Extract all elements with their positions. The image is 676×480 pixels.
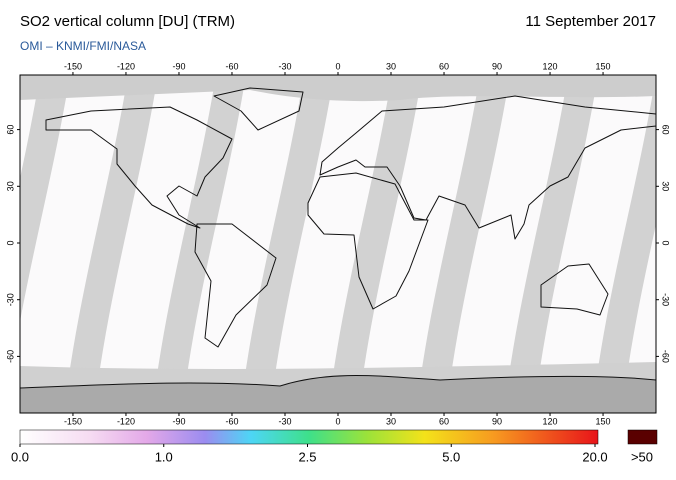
orbit-gap [20, 75, 70, 322]
colorbar-label: 5.0 [442, 449, 460, 464]
lon-label-bottom: -90 [172, 416, 185, 426]
south-america [194, 223, 277, 348]
orbit-gap [64, 75, 158, 413]
orbit-gap [328, 75, 422, 413]
lon-label-top: 150 [596, 61, 611, 71]
lon-label-top: -60 [225, 61, 238, 71]
colorbar-label: 0.0 [11, 449, 29, 464]
colorbar [19, 429, 599, 445]
lon-label-bottom: 120 [543, 416, 558, 426]
lon-label-top: -30 [278, 61, 291, 71]
lat-label-left: 60 [5, 125, 15, 135]
map [20, 75, 656, 413]
lon-label-bottom: 30 [386, 416, 396, 426]
lon-label-bottom: -150 [64, 416, 82, 426]
africa [307, 172, 429, 310]
australia [540, 263, 609, 316]
eurasia [319, 95, 656, 240]
lon-label-top: 0 [335, 61, 340, 71]
orbit-gap [240, 75, 334, 413]
orbit-gap [592, 75, 656, 413]
lon-label-top: -150 [64, 61, 82, 71]
credit: OMI – KNMI/FMI/NASA [20, 39, 146, 53]
date: 11 September 2017 [525, 13, 656, 30]
lon-label-bottom: 150 [596, 416, 611, 426]
lon-label-top: -120 [117, 61, 135, 71]
lat-label-right: 60 [661, 125, 671, 135]
lon-label-top: 120 [543, 61, 558, 71]
orbit-gap [504, 75, 598, 413]
polar-gap-north [20, 75, 656, 102]
lon-label-top: 90 [492, 61, 502, 71]
colorbar-label: 1.0 [155, 449, 173, 464]
orbit-gap [152, 75, 246, 413]
lat-label-left: 0 [5, 240, 15, 245]
lon-label-bottom: -60 [225, 416, 238, 426]
lon-label-top: -90 [172, 61, 185, 71]
lat-label-right: -60 [661, 350, 671, 363]
colorbar-label: 20.0 [582, 449, 607, 464]
north-america [45, 106, 233, 229]
lat-label-left: -60 [5, 350, 15, 363]
lon-label-bottom: 90 [492, 416, 502, 426]
lat-label-right: 30 [661, 181, 671, 191]
lon-label-bottom: -120 [117, 416, 135, 426]
lat-label-right: 0 [661, 240, 671, 245]
lon-label-bottom: 0 [335, 416, 340, 426]
lon-label-bottom: -30 [278, 416, 291, 426]
lat-label-right: -30 [661, 293, 671, 306]
lon-label-top: 30 [386, 61, 396, 71]
lon-label-bottom: 60 [439, 416, 449, 426]
colorbar-label: 2.5 [298, 449, 316, 464]
lon-label-top: 60 [439, 61, 449, 71]
lat-label-left: 30 [5, 181, 15, 191]
orbit-gaps [20, 75, 656, 413]
colorbar-overflow [627, 429, 658, 445]
antarctica [20, 375, 656, 413]
greenland [213, 87, 304, 131]
overflow-label: >50 [631, 449, 653, 464]
title: SO2 vertical column [DU] (TRM) [20, 13, 235, 30]
lat-label-left: -30 [5, 293, 15, 306]
orbit-gap [416, 75, 510, 413]
